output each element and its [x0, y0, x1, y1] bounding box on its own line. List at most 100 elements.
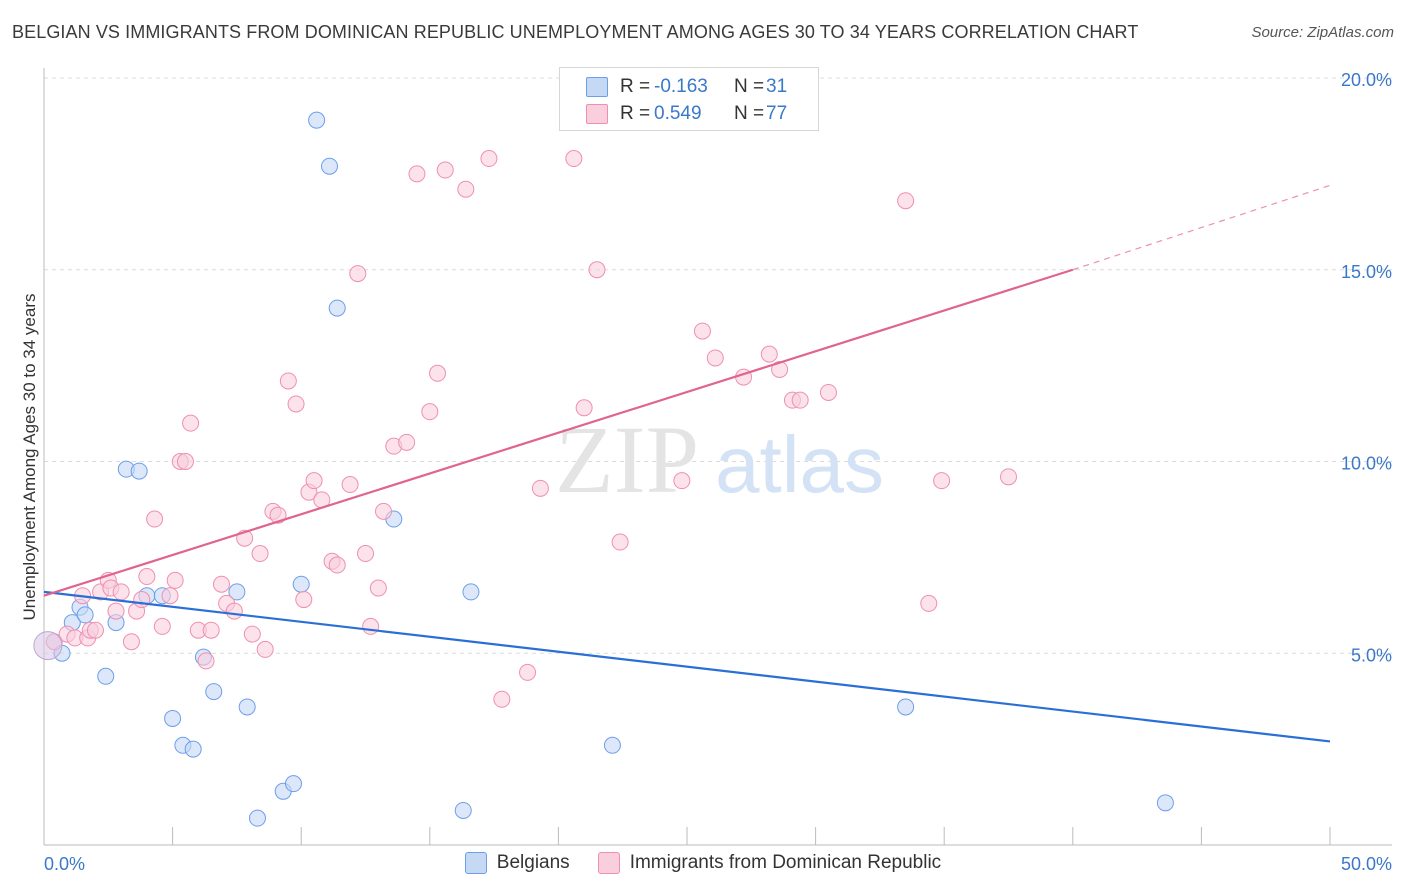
- points-layer: [33, 111, 1174, 827]
- legend-n-label: N =: [734, 103, 765, 124]
- dominican-point: [182, 414, 200, 432]
- belgian-point: [130, 462, 148, 480]
- legend-item-belgians[interactable]: Belgians: [464, 852, 570, 874]
- dominican-point: [706, 349, 724, 367]
- dominican-point: [375, 502, 393, 520]
- belgian-point: [308, 111, 326, 129]
- dominican-point: [146, 510, 164, 528]
- legend-n-label: N =: [734, 76, 765, 97]
- belgian-point: [320, 157, 338, 175]
- dominican-point: [305, 472, 323, 490]
- watermark-atlas: atlas: [715, 420, 884, 509]
- belgian-point: [228, 583, 246, 601]
- dominican-point: [251, 545, 269, 563]
- watermark: ZIP atlas: [555, 406, 884, 513]
- trend-layer: [43, 184, 1331, 743]
- belgian-point: [76, 606, 94, 624]
- belgian-point: [97, 667, 115, 685]
- legend-r-label: R =: [620, 103, 651, 124]
- dominican-point: [408, 165, 426, 183]
- dominican-point: [256, 640, 274, 658]
- dominican-point: [920, 594, 938, 612]
- belgians-legend-swatch-icon: [464, 852, 487, 874]
- dominican-point: [398, 433, 416, 451]
- belgian-point: [328, 299, 346, 317]
- dominican-point: [176, 453, 194, 470]
- legend-n-value-belgians: 31: [766, 76, 788, 97]
- dominican-point: [122, 633, 140, 651]
- belgian-point: [1156, 794, 1174, 812]
- y-tick-label: 15.0%: [1341, 262, 1392, 282]
- chart-title: BELGIAN VS IMMIGRANTS FROM DOMINICAN REP…: [12, 22, 1139, 42]
- belgian-point: [292, 575, 310, 593]
- dominican-point: [212, 575, 230, 593]
- y-tick-label: 10.0%: [1341, 454, 1392, 474]
- correlation-legend: R = -0.163 N = 31 R = 0.549 N = 77: [559, 67, 819, 131]
- axis-layer: [43, 68, 1392, 846]
- legend-row-belgians: R = -0.163 N = 31: [586, 74, 787, 100]
- dominican-point: [341, 476, 359, 494]
- dominican-point: [673, 472, 691, 490]
- source-label: Source: ZipAtlas.com: [1251, 24, 1394, 41]
- belgian-point: [248, 809, 266, 827]
- dominican-point: [771, 360, 789, 378]
- dominican-point: [531, 479, 549, 497]
- belgian-point: [454, 801, 472, 819]
- legend-item-dominican[interactable]: Immigrants from Dominican Republic: [597, 852, 942, 874]
- dominican-point: [429, 364, 447, 382]
- dominican-point: [153, 617, 171, 635]
- dominican-point: [480, 150, 498, 168]
- dominican-point: [436, 161, 454, 179]
- dominican-swatch-icon: [586, 104, 608, 124]
- dominican-point: [819, 383, 837, 401]
- label-layer: 5.0% 10.0% 15.0% 20.0% 0.0% 50.0% Unemployment…: [20, 70, 1392, 874]
- legend-label-belgians: Belgians: [496, 852, 570, 873]
- belgian-trend-line: [43, 590, 1331, 743]
- dominican-point: [493, 690, 511, 708]
- dominican-point: [457, 180, 475, 198]
- dominican-point: [166, 571, 184, 589]
- series-legend: Belgians Immigrants from Dominican Repub…: [0, 852, 1406, 874]
- y-tick-label: 20.0%: [1341, 70, 1392, 90]
- dominican-point: [279, 372, 297, 390]
- x-tick-label: 0.0%: [44, 854, 85, 874]
- belgian-point: [462, 583, 480, 601]
- dominican-legend-swatch-icon: [597, 852, 620, 874]
- dominican-point: [897, 192, 915, 210]
- dominican-point: [791, 391, 809, 409]
- belgian-point: [897, 698, 915, 716]
- belgian-point: [603, 736, 621, 754]
- belgian-point: [184, 740, 202, 758]
- dominican-point: [933, 472, 951, 490]
- dominican-point: [575, 399, 593, 417]
- dominican-point: [519, 663, 537, 681]
- belgians-swatch-icon: [586, 77, 608, 97]
- dominican-point: [197, 652, 215, 670]
- dominican-point: [202, 621, 220, 639]
- belgian-point: [284, 775, 302, 793]
- dominican-point: [369, 579, 387, 597]
- legend-label-dominican: Immigrants from Dominican Republic: [629, 852, 942, 873]
- y-axis-label: Unemployment Among Ages 30 to 34 years: [20, 294, 39, 621]
- legend-r-label: R =: [620, 76, 651, 97]
- legend-r-value-dominican: 0.549: [654, 103, 702, 124]
- legend-row-dominican: R = 0.549 N = 77: [586, 101, 787, 127]
- dominican-point: [693, 322, 711, 340]
- origin-cluster-point: [33, 631, 63, 661]
- dominican-point: [86, 621, 104, 639]
- dominican-trend-extension: [1072, 184, 1331, 271]
- dominican-trend-line: [43, 268, 1074, 597]
- belgian-point: [164, 709, 182, 727]
- y-tick-label: 5.0%: [1351, 645, 1392, 665]
- dominican-point: [362, 617, 380, 635]
- dominican-point: [421, 403, 439, 421]
- dominican-point: [611, 533, 629, 551]
- dominican-point: [225, 602, 243, 620]
- legend-r-value-belgians: -0.163: [654, 76, 708, 97]
- belgian-point: [205, 683, 223, 701]
- x-tick-label: 50.0%: [1341, 854, 1392, 874]
- dominican-point: [287, 395, 305, 413]
- dominican-point: [107, 602, 125, 620]
- watermark-zip: ZIP: [555, 406, 699, 513]
